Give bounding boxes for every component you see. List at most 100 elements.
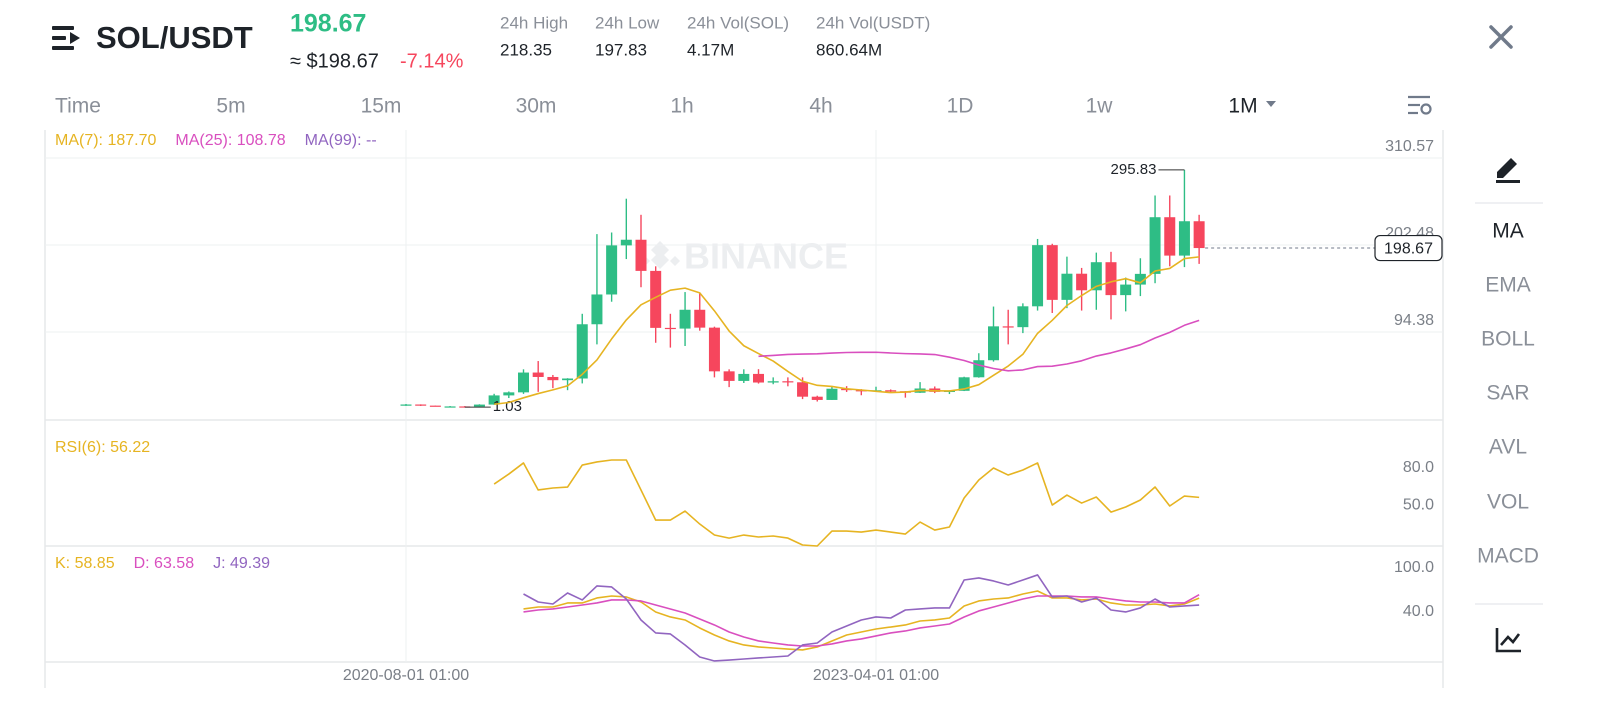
indicator-option[interactable]: EMA	[1485, 274, 1531, 297]
y-tick-label: 94.38	[1394, 312, 1434, 329]
candle-body	[1105, 262, 1117, 296]
watermark: BINANCE	[640, 236, 848, 277]
candle-body	[429, 405, 441, 407]
indicator-line	[523, 574, 1200, 662]
candle-body	[518, 372, 529, 393]
stat-label: 24h Vol(USDT)	[816, 13, 930, 32]
timeframe-tab[interactable]: 30m	[516, 95, 557, 118]
candle-body	[547, 376, 559, 381]
high-label: 295.83	[1111, 161, 1157, 178]
stat-value: 197.83	[595, 40, 647, 59]
stat-value: 218.35	[500, 40, 552, 59]
indicator-chart-icon[interactable]	[1495, 628, 1521, 653]
candle-body	[1076, 273, 1088, 291]
stat-value: 860.64M	[816, 40, 882, 59]
candle-body	[973, 360, 985, 378]
timeframe-tab[interactable]: 1D	[947, 95, 974, 118]
indicator-line	[523, 593, 1200, 647]
last-price-label: 198.67	[1384, 240, 1433, 257]
dropdown-caret[interactable]	[1266, 101, 1276, 107]
x-tick-label: 2023-04-01 01:00	[813, 667, 939, 684]
candle-body	[1017, 306, 1029, 328]
candle-body	[797, 382, 809, 397]
candle-body	[1120, 284, 1132, 296]
y-tick-label: 310.57	[1385, 138, 1434, 155]
y-tick-label: 40.0	[1403, 603, 1434, 620]
y-tick-label: 100.0	[1394, 559, 1434, 576]
chart-frame	[44, 130, 1444, 688]
candle-body	[591, 294, 603, 325]
candle-body	[635, 239, 647, 271]
usd-price: ≈ $198.67	[290, 50, 379, 72]
stat-label: 24h Vol(SOL)	[687, 13, 789, 32]
last-price-tag	[1374, 234, 1443, 262]
candle-body	[811, 396, 823, 400]
legend-entry: K: 58.85	[55, 555, 115, 572]
candle-body	[988, 326, 999, 361]
candle-body	[1061, 273, 1073, 300]
indicator-option-active[interactable]: MA	[1492, 220, 1524, 243]
candle-body	[958, 377, 970, 391]
timeframe-tab[interactable]: 1w	[1086, 95, 1114, 118]
candle-body	[723, 371, 735, 381]
stat-value: 4.17M	[687, 40, 734, 59]
candle-body	[753, 373, 764, 383]
candle-body	[503, 392, 515, 396]
indicator-line	[493, 459, 1200, 547]
candle-body	[1134, 273, 1146, 285]
indicator-option[interactable]: BOLL	[1481, 328, 1535, 351]
indicator-option[interactable]: MACD	[1477, 545, 1539, 568]
candle-body	[885, 390, 897, 392]
stat-label: 24h Low	[595, 13, 660, 32]
candle-body	[826, 388, 838, 400]
watermark-text: BINANCE	[684, 236, 848, 277]
candle-body	[1046, 245, 1058, 300]
candle-body	[738, 373, 750, 381]
chart-settings-icon[interactable]	[1408, 95, 1432, 115]
legend-entry: J: 49.39	[213, 555, 270, 572]
last-price: 198.67	[290, 10, 366, 38]
candle-body	[532, 372, 544, 377]
timeframe-tab[interactable]: 4h	[809, 95, 832, 118]
candle-body	[1164, 217, 1176, 256]
candle-body	[562, 378, 574, 381]
stat-label: 24h High	[500, 13, 568, 32]
candle-body	[1032, 245, 1044, 307]
indicator-option[interactable]: VOL	[1487, 491, 1529, 514]
price-change: -7.14%	[400, 50, 464, 72]
indicator-line	[758, 319, 1200, 372]
legend-entry: MA(99): --	[305, 132, 377, 149]
indicator-option[interactable]: AVL	[1489, 436, 1527, 459]
indicator-option[interactable]: SAR	[1486, 382, 1529, 405]
candle-body	[576, 324, 588, 379]
candle-body	[444, 406, 456, 408]
candle-body	[400, 404, 412, 406]
candle-body	[679, 309, 691, 329]
draw-tool-icon[interactable]	[1496, 158, 1520, 183]
menu-icon[interactable]	[52, 26, 80, 50]
legend-entry: D: 63.58	[134, 555, 195, 572]
timeframe-tab[interactable]: 1h	[670, 95, 693, 118]
legend-entry: MA(25): 108.78	[175, 132, 285, 149]
timeframe-tab[interactable]: Time	[55, 95, 101, 118]
candle-body	[708, 327, 720, 372]
timeframe-tab[interactable]: 15m	[361, 95, 402, 118]
candle-body	[606, 245, 618, 295]
y-tick-label: 50.0	[1403, 496, 1434, 513]
low-label: 1.03	[493, 398, 522, 415]
candle-body	[415, 404, 427, 406]
candle-body	[1090, 262, 1102, 291]
timeframe-tab-active[interactable]: 1M	[1228, 95, 1257, 118]
candle-body	[782, 381, 794, 383]
candle-body	[1193, 221, 1205, 249]
candle-body	[664, 327, 676, 330]
plot-area: 2020-08-01 01:00 2023-04-01 01:0094.38202…	[45, 130, 1443, 684]
candle-body	[1149, 217, 1161, 274]
legend-entry: RSI(6): 56.22	[55, 439, 150, 456]
close-button[interactable]	[1489, 25, 1513, 49]
symbol[interactable]: SOL/USDT	[96, 20, 253, 55]
candle-body	[488, 395, 500, 405]
candle-body	[473, 404, 485, 407]
timeframe-tab[interactable]: 5m	[216, 95, 245, 118]
